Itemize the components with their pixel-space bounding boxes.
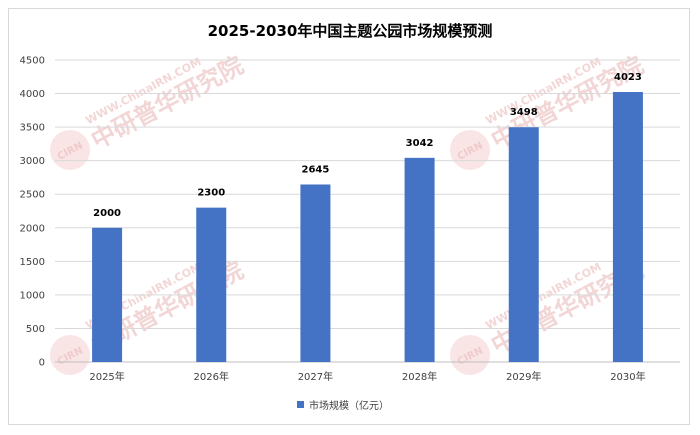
data-label: 2300 bbox=[197, 188, 225, 199]
watermark-logo-icon bbox=[450, 130, 490, 170]
bar bbox=[196, 207, 227, 362]
x-category-label: 2025年 bbox=[89, 370, 124, 383]
watermark-logo-icon bbox=[50, 130, 90, 170]
data-labels: 2000 2300 2645 3042 3498 4023 bbox=[93, 72, 642, 219]
y-tick-label: 3000 bbox=[20, 156, 45, 167]
bar bbox=[612, 92, 643, 363]
data-label: 4023 bbox=[614, 72, 642, 83]
y-tick-label: 1500 bbox=[20, 257, 45, 268]
y-tick-label: 2000 bbox=[20, 223, 45, 234]
y-tick-label: 0 bbox=[39, 358, 45, 369]
y-tick-label: 4000 bbox=[20, 89, 45, 100]
legend: 市场规模（亿元） bbox=[297, 399, 389, 412]
x-category-label: 2028年 bbox=[402, 370, 437, 383]
y-tick-label: 2500 bbox=[20, 190, 45, 201]
y-tick-label: 4500 bbox=[20, 56, 45, 67]
bar bbox=[508, 127, 539, 362]
y-axis-ticks: 0 500 1000 1500 2000 2500 3000 3500 4000 4500 bbox=[20, 56, 45, 369]
bars bbox=[92, 92, 643, 363]
bar bbox=[300, 184, 331, 362]
data-label: 2000 bbox=[93, 208, 121, 219]
data-label: 2645 bbox=[301, 164, 329, 175]
legend-label: 市场规模（亿元） bbox=[309, 399, 389, 412]
bar bbox=[404, 157, 435, 362]
bar bbox=[92, 227, 123, 362]
gridlines bbox=[55, 59, 680, 363]
x-category-label: 2027年 bbox=[298, 370, 333, 383]
data-label: 3498 bbox=[510, 107, 538, 118]
legend-swatch bbox=[297, 401, 304, 408]
x-category-label: 2026年 bbox=[194, 370, 229, 383]
y-tick-label: 3500 bbox=[20, 123, 45, 134]
x-axis-categories: 2025年 2026年 2027年 2028年 2029年 2030年 bbox=[89, 370, 645, 383]
data-label: 3042 bbox=[406, 138, 434, 149]
watermark-logo-icon bbox=[450, 335, 490, 375]
x-category-label: 2029年 bbox=[506, 370, 541, 383]
watermark-logo-icon bbox=[50, 335, 90, 375]
chart-title: 2025-2030年中国主题公园市场规模预测 bbox=[208, 22, 493, 40]
x-category-label: 2030年 bbox=[610, 370, 645, 383]
y-tick-label: 1000 bbox=[20, 290, 45, 301]
y-tick-label: 500 bbox=[26, 324, 45, 335]
